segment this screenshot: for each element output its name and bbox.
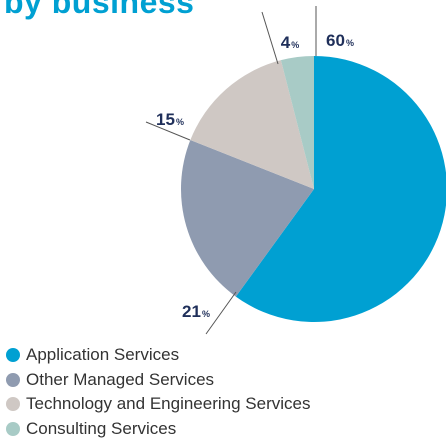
pie-slice-3 <box>280 56 314 189</box>
legend-item-2: Technology and Engineering Services <box>6 392 310 417</box>
data-label-2: 15% <box>156 110 184 129</box>
chart-title: by business <box>4 0 195 20</box>
leader-line-2 <box>145 121 191 141</box>
legend-label: Technology and Engineering Services <box>26 394 311 414</box>
legend-swatch <box>6 348 20 363</box>
legend-swatch <box>6 372 20 387</box>
data-label-0: 60% <box>326 31 354 50</box>
legend-label: Application Services <box>26 345 180 365</box>
legend-label: Consulting Services <box>26 418 177 438</box>
legend-item-3: Consulting Services <box>6 417 310 442</box>
chart-legend: Application Services Other Managed Servic… <box>6 343 310 441</box>
leader-line-1 <box>205 291 237 335</box>
legend-swatch <box>6 397 20 412</box>
pie-slice-1 <box>180 140 314 297</box>
legend-item-0: Application Services <box>6 343 310 368</box>
legend-label: Other Managed Services <box>26 369 215 389</box>
pie-slice-0 <box>235 56 446 322</box>
data-label-1: 21% <box>182 302 210 321</box>
pie-chart: 60% 21% 15% 4% <box>145 6 446 335</box>
leader-line-3 <box>261 11 279 65</box>
data-label-3: 4% <box>281 33 299 52</box>
legend-swatch <box>6 421 20 436</box>
pie-slice-2 <box>190 60 314 190</box>
legend-item-1: Other Managed Services <box>6 368 310 393</box>
